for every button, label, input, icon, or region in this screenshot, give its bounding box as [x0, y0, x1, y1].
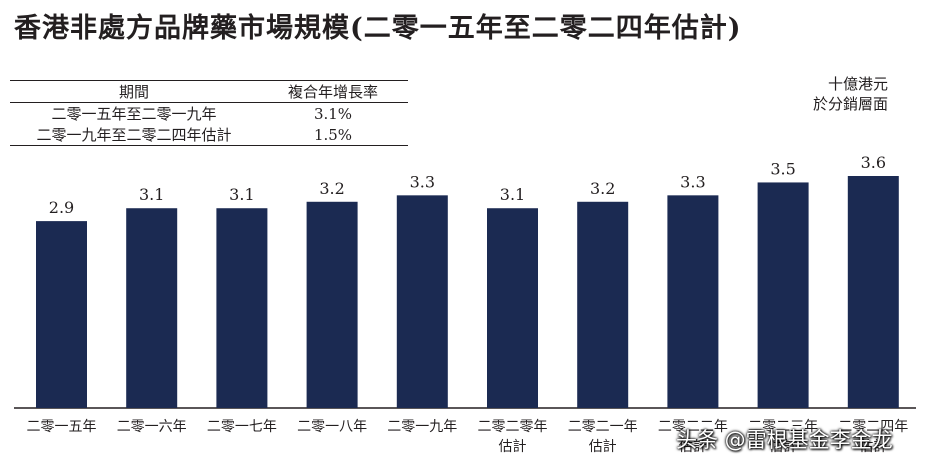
- data-label: 3.1: [229, 185, 254, 204]
- data-label: 3.6: [861, 153, 886, 172]
- x-tick-label: 二零二四年: [838, 419, 908, 435]
- unit-label-line: 於分銷層面: [812, 95, 888, 113]
- cagr-rate: 1.5%: [313, 125, 353, 144]
- cagr-row: 二零一五年至二零一九年 3.1%: [10, 103, 408, 125]
- cagr-table: 期間 複合年增長率 二零一五年至二零一九年 3.1% 二零一九年至二零二四年估計…: [10, 80, 408, 146]
- data-label: 3.1: [139, 185, 164, 204]
- bar: [757, 182, 809, 408]
- data-label: 3.2: [319, 179, 344, 198]
- x-tick-label: 估計: [499, 439, 527, 455]
- x-tick-label: 估計: [859, 439, 887, 455]
- x-tick-label: 二零一七年: [207, 419, 277, 435]
- bar: [847, 176, 899, 408]
- bar: [126, 208, 178, 408]
- cagr-period: 二零一九年至二零二四年估計: [36, 126, 232, 144]
- bar: [667, 195, 719, 408]
- cagr-header-row: 期間 複合年增長率: [10, 80, 408, 103]
- x-tick-label: 二零一八年: [297, 419, 367, 435]
- unit-label-line: 十億港元: [827, 75, 888, 93]
- x-tick-label: 二零二二年: [658, 419, 728, 435]
- watermark-text: 头条 @雷根基金李金龙: [676, 428, 893, 452]
- bar: [216, 208, 268, 408]
- x-tick-label: 二零一九年: [387, 419, 457, 435]
- data-label: 2.9: [49, 198, 74, 217]
- x-tick-label: 二零二三年: [748, 419, 818, 435]
- cagr-rate: 3.1%: [313, 104, 353, 123]
- unit-label: 十億港元 於分銷層面: [813, 74, 888, 114]
- chart-title: 香港非處方品牌藥市場規模(二零一五年至二零二四年估計): [14, 13, 742, 44]
- bar: [306, 201, 358, 408]
- cagr-header-rate: 複合年增長率: [287, 83, 378, 101]
- x-tick-label: 二零一六年: [117, 419, 187, 435]
- x-tick-label: 二零二零年: [478, 419, 548, 435]
- data-label: 3.3: [680, 172, 705, 191]
- data-label: 3.1: [500, 185, 525, 204]
- cagr-row: 二零一九年至二零二四年估計 1.5%: [10, 124, 408, 146]
- data-label: 3.2: [590, 179, 615, 198]
- bar: [36, 221, 87, 408]
- x-tick-label: 估計: [679, 439, 707, 455]
- x-tick-label: 二零一五年: [27, 419, 97, 435]
- x-tick-label: 估計: [589, 439, 617, 455]
- bar: [577, 201, 629, 408]
- bar: [487, 208, 538, 408]
- cagr-header-period: 期間: [118, 83, 149, 101]
- data-label: 3.5: [770, 159, 795, 178]
- x-tick-label: 二零二一年: [568, 419, 638, 435]
- x-tick-label: 估計: [769, 439, 797, 455]
- cagr-period: 二零一五年至二零一九年: [51, 105, 217, 123]
- bar: [396, 195, 448, 408]
- data-label: 3.3: [410, 172, 435, 191]
